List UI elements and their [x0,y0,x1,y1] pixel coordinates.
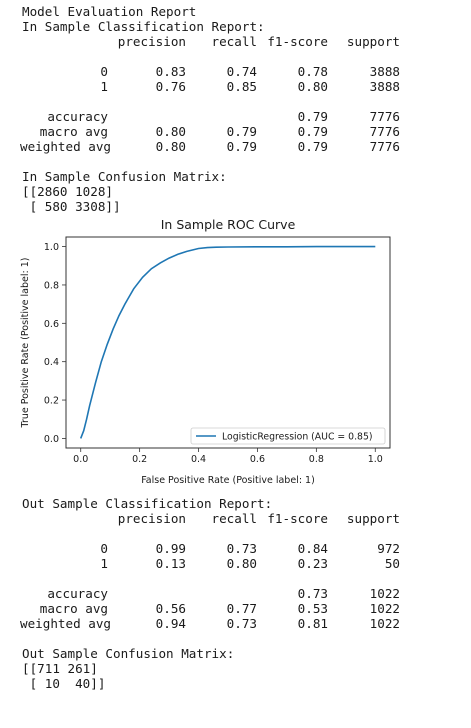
row-f1: 0.81 [297,616,328,631]
row-f1: 0.84 [297,541,328,556]
row-support: 7776 [369,109,400,124]
out-sample-report-title: Out Sample Classification Report: [22,496,273,511]
row-recall: 0.77 [226,601,257,616]
row-f1: 0.53 [297,601,328,616]
row-precision: 0.76 [155,79,186,94]
row-f1: 0.79 [297,139,328,154]
row-label: weighted avg [20,616,111,631]
row-f1: 0.78 [297,64,328,79]
row-f1: 0.80 [297,79,328,94]
row-precision: 0.56 [155,601,186,616]
y-tick-label: 0.4 [44,357,59,368]
col-recall-header: recall [211,34,258,49]
in-sample-confusion-row: [ 580 3308]] [22,199,121,214]
row-support: 972 [377,541,400,556]
row-f1: 0.73 [297,586,328,601]
row-f1: 0.79 [297,124,328,139]
x-axis-label: False Positive Rate (Positive label: 1) [141,475,315,486]
roc-series-line [79,245,376,439]
in-sample-report-title: In Sample Classification Report: [22,19,265,34]
out-sample-confusion-row: [ 10 40]] [22,676,106,691]
row-support: 1022 [369,601,400,616]
row-support: 1022 [369,586,400,601]
row-f1: 0.79 [297,109,328,124]
row-support: 3888 [369,79,400,94]
x-tick-label: 0.0 [73,454,88,465]
row-recall: 0.80 [226,556,257,571]
row-precision: 0.99 [155,541,186,556]
x-tick-label: 0.2 [132,454,147,465]
y-tick-label: 0.2 [44,396,59,407]
row-label: macro avg [39,601,108,616]
row-label: accuracy [47,586,108,601]
in-sample-confusion-title: In Sample Confusion Matrix: [22,169,227,184]
row-recall: 0.73 [226,541,257,556]
row-support: 50 [384,556,400,571]
row-precision: 0.80 [155,139,186,154]
row-label: 1 [100,556,108,571]
row-label: weighted avg [20,139,111,154]
y-tick-label: 0.6 [44,319,59,330]
row-precision: 0.13 [155,556,186,571]
legend: LogisticRegression (AUC = 0.85) [190,427,386,445]
row-f1: 0.23 [297,556,328,571]
row-label: 0 [100,64,108,79]
row-label: accuracy [47,109,108,124]
in-sample-confusion-row: [[2860 1028] [22,184,113,199]
col-precision-header: precision [117,511,186,526]
row-support: 7776 [369,139,400,154]
row-recall: 0.79 [226,124,257,139]
row-recall: 0.79 [226,139,257,154]
y-tick-label: 1.0 [44,242,59,253]
row-label: 1 [100,79,108,94]
col-precision-header: precision [117,34,186,49]
plot-frame [65,236,391,449]
row-support: 3888 [369,64,400,79]
row-recall: 0.73 [226,616,257,631]
col-support-header: support [346,34,400,49]
roc-chart: In Sample ROC Curve 0.0 0.2 0.4 0.6 0.8 1.0 0… [20,217,391,486]
chart-title: In Sample ROC Curve [161,217,296,232]
legend-entry: LogisticRegression (AUC = 0.85) [222,432,373,443]
row-label: macro avg [39,124,108,139]
row-support: 1022 [369,616,400,631]
col-recall-header: recall [211,511,258,526]
x-tick-label: 0.6 [250,454,265,465]
out-sample-confusion-title: Out Sample Confusion Matrix: [22,646,235,661]
x-tick-label: 0.8 [309,454,324,465]
y-axis-ticks: 0.0 0.2 0.4 0.6 0.8 1.0 [44,242,66,445]
legend-box [190,427,386,445]
row-label: 0 [100,541,108,556]
row-precision: 0.83 [155,64,186,79]
col-f1-header: f1-score [267,511,328,526]
x-axis-ticks: 0.0 0.2 0.4 0.6 0.8 1.0 [73,448,383,465]
row-recall: 0.85 [226,79,257,94]
out-sample-confusion-row: [[711 261] [22,661,98,676]
row-support: 7776 [369,124,400,139]
row-recall: 0.74 [226,64,257,79]
y-tick-label: 0.0 [44,434,59,445]
col-f1-header: f1-score [267,34,328,49]
x-tick-label: 0.4 [191,454,206,465]
x-tick-label: 1.0 [368,454,383,465]
row-precision: 0.94 [155,616,186,631]
y-tick-label: 0.8 [44,280,59,291]
y-axis-label: True Positive Rate (Positive label: 1) [20,258,31,429]
col-support-header: support [346,511,400,526]
row-precision: 0.80 [155,124,186,139]
report-title: Model Evaluation Report [22,4,197,19]
